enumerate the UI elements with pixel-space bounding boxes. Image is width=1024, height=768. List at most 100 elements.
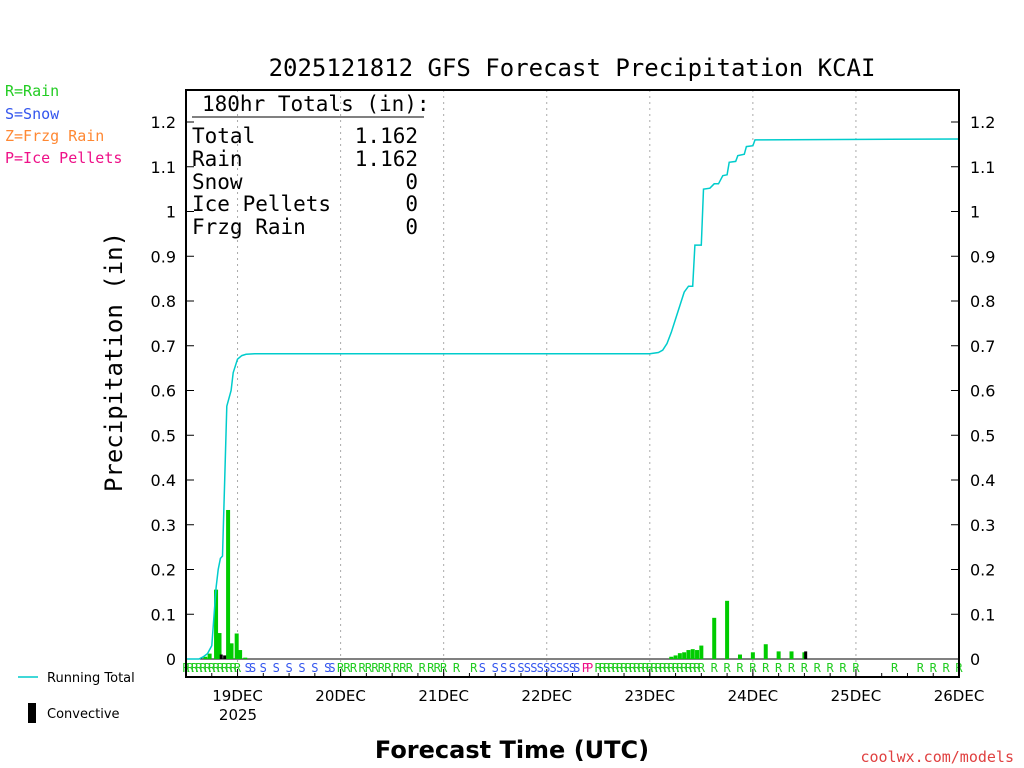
plot-frame xyxy=(185,89,960,678)
y-tick-label-left: 0.8 xyxy=(151,292,176,311)
ptype-marker: R xyxy=(212,661,220,675)
y-tick-label-right: 0.3 xyxy=(970,516,995,535)
ptype-marker: R xyxy=(681,661,689,675)
x-tick-label: 24DEC xyxy=(728,687,779,705)
ptype-marker: R xyxy=(685,661,693,675)
ptype-marker: R xyxy=(608,661,616,675)
year-label: 2025 xyxy=(219,706,257,724)
precip-bar xyxy=(750,652,755,659)
ptype-marker: R xyxy=(470,661,478,675)
ptype-marker: R xyxy=(358,661,366,675)
totals-label-rain: Rain xyxy=(192,147,243,171)
ptype-marker: R xyxy=(801,661,809,675)
ptype-marker: S xyxy=(550,661,557,675)
x-tick-label: 21DEC xyxy=(418,687,469,705)
ptype-marker: R xyxy=(698,661,706,675)
ptype-marker: R xyxy=(208,661,216,675)
ptype-marker: R xyxy=(200,661,208,675)
ptype-marker: S xyxy=(569,661,576,675)
ptype-marker: R xyxy=(378,661,386,675)
ptype-marker: R xyxy=(711,661,719,675)
ptype-marker: R xyxy=(371,661,379,675)
precip-bars xyxy=(203,509,808,659)
legend-ice-pellets: P=Ice Pellets xyxy=(5,149,122,167)
ptype-marker: R xyxy=(204,661,212,675)
y-tick-label-right: 0.4 xyxy=(970,471,995,490)
y-tick-label-left: 0 xyxy=(166,650,176,669)
precip-bar xyxy=(776,651,781,659)
ptype-marker: R xyxy=(599,661,607,675)
ptype-marker: R xyxy=(650,661,658,675)
ptype-marker: P xyxy=(586,661,593,675)
ptype-marker: S xyxy=(543,661,550,675)
precip-bar xyxy=(234,633,239,659)
totals-value-rain: 1.162 xyxy=(355,147,418,171)
precip-bar xyxy=(217,633,222,659)
legend-convective-swatch xyxy=(28,703,36,723)
precip-bar xyxy=(725,600,730,659)
precip-bar xyxy=(695,650,700,659)
ptype-marker: S xyxy=(311,661,318,675)
y-tick-label-right: 0.1 xyxy=(970,605,995,624)
precip-bar xyxy=(243,657,248,659)
ptype-marker: R xyxy=(629,661,637,675)
totals-box: 180hr Totals (in): Total 1.162 Rain 1.16… xyxy=(192,92,430,239)
y-tick-label-right: 1.2 xyxy=(970,113,995,132)
ptype-marker: R xyxy=(723,661,731,675)
ptype-marker: R xyxy=(434,661,442,675)
ptype-marker: R xyxy=(393,661,401,675)
legend-convective: Convective xyxy=(47,707,120,722)
y-tick-label-left: 0.9 xyxy=(151,247,176,266)
convective-bar xyxy=(219,654,223,659)
ptype-marker: R xyxy=(930,661,938,675)
ptype-marker: R xyxy=(440,661,448,675)
ptype-marker: S xyxy=(530,661,537,675)
ptype-marker: R xyxy=(406,661,414,675)
y-tick-label-left: 0.5 xyxy=(151,426,176,445)
precip-bar xyxy=(203,656,208,659)
ptype-marker: R xyxy=(217,661,225,675)
ptype-marker: R xyxy=(225,661,233,675)
ptype-marker: R xyxy=(676,661,684,675)
x-tick-label: 26DEC xyxy=(934,687,985,705)
precip-bar xyxy=(226,509,231,659)
y-tick-label-left: 0.2 xyxy=(151,561,176,580)
ptype-marker: S xyxy=(500,661,507,675)
precip-bar xyxy=(712,617,717,659)
ptype-marker: S xyxy=(556,661,563,675)
ptype-marker: R xyxy=(365,661,373,675)
ptype-marker: R xyxy=(689,661,697,675)
legend-snow: S=Snow xyxy=(5,105,60,123)
ptype-marker: R xyxy=(221,661,229,675)
credit-text: coolwx.com/models xyxy=(860,748,1014,766)
ptype-marker: S xyxy=(562,661,569,675)
y-tick-label-right: 0.2 xyxy=(970,561,995,580)
x-tick-label: 23DEC xyxy=(625,687,676,705)
ptype-legend: R=Rain S=Snow Z=Frzg Rain P=Ice Pellets xyxy=(5,82,122,167)
ptype-marker: R xyxy=(638,661,646,675)
precip-bar xyxy=(763,644,768,659)
x-axis-dates: 19DEC 20DEC 21DEC 22DEC 23DEC 24DEC 25DEC 26DEC xyxy=(212,687,984,705)
ptype-marker: S xyxy=(245,661,252,675)
ptype-marker: R xyxy=(736,661,744,675)
y-tick-label-right: 0.7 xyxy=(970,337,995,356)
y-tick-label-right: 1 xyxy=(970,203,980,222)
ptype-marker: R xyxy=(827,661,835,675)
y-tick-label-right: 0.6 xyxy=(970,382,995,401)
ptype-marker: R xyxy=(625,661,633,675)
ptype-marker: R xyxy=(337,661,345,675)
ptype-marker: R xyxy=(234,661,242,675)
ptype-marker: R xyxy=(668,661,676,675)
totals-label-frzg-rain: Frzg Rain xyxy=(192,215,306,239)
precip-bar xyxy=(682,652,687,659)
legend-running-total: Running Total xyxy=(47,671,135,686)
ptype-marker: R xyxy=(891,661,899,675)
legend-rain: R=Rain xyxy=(5,82,59,100)
ptype-marker: R xyxy=(230,661,238,675)
ptype-marker: R xyxy=(663,661,671,675)
precip-bar xyxy=(238,650,243,659)
ptype-marker: R xyxy=(749,661,757,675)
convective-bar xyxy=(804,651,808,659)
precip-bar xyxy=(686,650,691,659)
y-tick-label-right: 0.9 xyxy=(970,247,995,266)
